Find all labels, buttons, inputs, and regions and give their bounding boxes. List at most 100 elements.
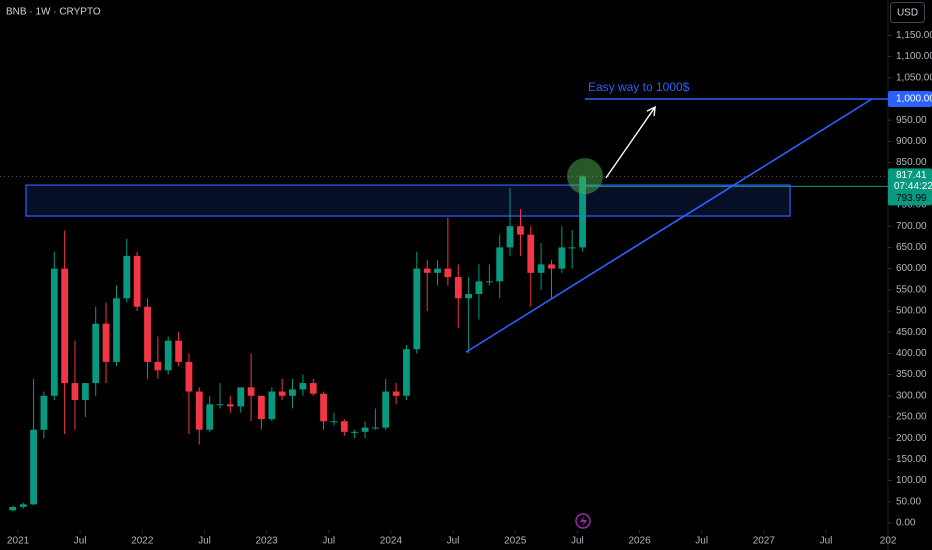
- candle-body: [258, 395, 265, 420]
- candle-body: [216, 404, 224, 406]
- x-tick-label: 2026: [628, 536, 651, 547]
- candle-body: [289, 389, 296, 396]
- candle-body: [237, 387, 245, 407]
- candle-body: [309, 383, 317, 394]
- candle-body: [371, 427, 379, 429]
- candle-body: [206, 404, 214, 430]
- event-icon[interactable]: [575, 513, 591, 529]
- candle-body: [92, 323, 100, 384]
- target-badge-label: 1,000.00: [896, 94, 932, 105]
- candle-body: [548, 264, 555, 269]
- candle-body: [579, 176, 586, 248]
- x-tick-label: 2022: [131, 536, 154, 547]
- y-tick-label: 200.00: [896, 433, 927, 444]
- candle-body: [71, 383, 79, 401]
- candle-body: [444, 268, 452, 278]
- countdown-label: 07:44:22: [894, 181, 932, 192]
- x-tick-label: Jul: [198, 536, 211, 547]
- candle-body: [226, 404, 234, 407]
- candle-body: [164, 340, 172, 371]
- candle-body: [123, 255, 131, 299]
- candle-body: [392, 391, 400, 396]
- event-icon-bolt: [580, 516, 587, 527]
- candle-body: [113, 298, 120, 362]
- arrow-line: [605, 106, 656, 179]
- prev-close-badge: [888, 191, 932, 206]
- candle-body: [351, 431, 359, 433]
- target-badge: [888, 91, 932, 108]
- x-tick-label: 2021: [7, 536, 30, 547]
- y-tick-label: 1,100.00: [896, 51, 932, 62]
- trendline: [465, 98, 873, 353]
- y-tick-label: 1,050.00: [896, 72, 932, 83]
- candle-body: [403, 349, 410, 396]
- breakout-highlight: [566, 158, 603, 195]
- target-text: Easy way to 1000$: [588, 80, 690, 94]
- candle-body: [361, 427, 369, 432]
- y-tick-label: 400.00: [896, 348, 927, 359]
- candle-body: [102, 323, 110, 362]
- candle-body: [195, 391, 203, 430]
- candle-body: [50, 268, 58, 396]
- candle-body: [61, 268, 69, 384]
- y-tick-label: 300.00: [896, 390, 927, 401]
- x-tick-label: Jul: [695, 536, 708, 547]
- y-tick-label: 450.00: [896, 327, 927, 338]
- x-tick-label: 2024: [380, 536, 403, 547]
- x-tick-label: Jul: [322, 536, 335, 547]
- x-tick-label: Jul: [571, 536, 584, 547]
- candle-body: [475, 281, 483, 295]
- x-tick-label: Jul: [447, 536, 460, 547]
- candle-body: [382, 391, 390, 428]
- last-price-label: 817.41: [896, 170, 927, 181]
- candle-body: [185, 361, 193, 392]
- y-tick-label: 50.00: [896, 496, 921, 507]
- x-tick-label: Jul: [74, 536, 87, 547]
- candle-body: [454, 277, 462, 299]
- y-tick-label: 100.00: [896, 475, 927, 486]
- candle-body: [506, 226, 514, 248]
- y-tick-label: 0.00: [896, 518, 916, 529]
- y-tick-label: 1,150.00: [896, 30, 932, 41]
- last-price-badge: [888, 168, 932, 194]
- candle-body: [133, 255, 141, 307]
- currency-label[interactable]: USD: [897, 8, 918, 19]
- candle-body: [527, 234, 535, 273]
- candle-body: [320, 393, 327, 422]
- y-tick-label: 250.00: [896, 412, 927, 423]
- candle-body: [144, 306, 151, 362]
- resistance-zone: [25, 184, 791, 217]
- x-tick-label: 2025: [504, 536, 527, 547]
- candle-body: [175, 340, 183, 362]
- candle-body: [413, 268, 421, 350]
- y-tick-label: 650.00: [896, 242, 927, 253]
- candle-body: [340, 421, 348, 432]
- candle-body: [30, 429, 37, 505]
- candle-body: [537, 264, 545, 273]
- candle-body: [330, 421, 338, 423]
- x-tick-label: 2023: [255, 536, 278, 547]
- y-tick-label: 700.00: [896, 221, 927, 232]
- candle-body: [465, 294, 473, 299]
- candle-body: [19, 504, 27, 507]
- candle-body: [434, 268, 441, 273]
- candle-body: [558, 247, 566, 269]
- candle-body: [40, 395, 48, 430]
- x-tick-label: Jul: [820, 536, 833, 547]
- candle-body: [423, 268, 431, 273]
- candle-body: [299, 383, 307, 390]
- x-tick-label: 2027: [753, 536, 776, 547]
- arrow-head: [646, 105, 656, 117]
- candle-body: [496, 247, 504, 282]
- y-tick-label: 850.00: [896, 157, 927, 168]
- candle-body: [247, 387, 255, 396]
- candle-body: [268, 391, 276, 420]
- candle-body: [568, 247, 576, 249]
- prev-close-label: 793.99: [896, 193, 927, 204]
- y-tick-label: 900.00: [896, 136, 927, 147]
- currency-button[interactable]: [890, 2, 925, 23]
- y-tick-label: 150.00: [896, 454, 927, 465]
- x-tick-label: 202: [880, 536, 897, 547]
